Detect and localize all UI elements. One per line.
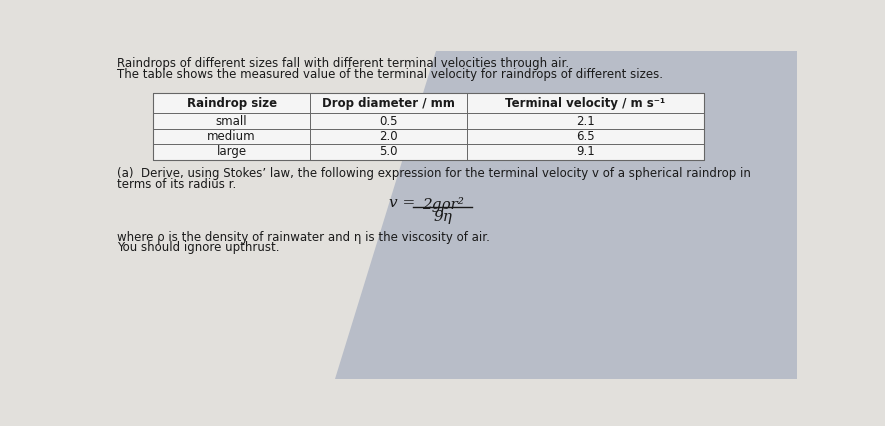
Text: 5.0: 5.0 [380, 146, 397, 158]
FancyBboxPatch shape [153, 93, 704, 160]
Text: You should ignore upthrust.: You should ignore upthrust. [117, 241, 280, 254]
Text: Raindrop size: Raindrop size [187, 97, 277, 110]
Text: v =: v = [389, 196, 415, 210]
Text: where ρ is the density of rainwater and η is the viscosity of air.: where ρ is the density of rainwater and … [117, 230, 489, 244]
Text: (a)  Derive, using Stokes’ law, the following expression for the terminal veloci: (a) Derive, using Stokes’ law, the follo… [117, 167, 750, 180]
Text: 2gρr²: 2gρr² [421, 197, 464, 212]
Text: 9η: 9η [433, 210, 452, 224]
Polygon shape [335, 51, 796, 379]
Text: medium: medium [207, 130, 256, 143]
Text: 9.1: 9.1 [576, 146, 595, 158]
Text: Terminal velocity / m s⁻¹: Terminal velocity / m s⁻¹ [505, 97, 666, 110]
Polygon shape [111, 51, 796, 379]
Text: small: small [216, 115, 248, 128]
Text: Raindrops of different sizes fall with different terminal velocities through air: Raindrops of different sizes fall with d… [117, 57, 569, 70]
Text: The table shows the measured value of the terminal velocity for raindrops of dif: The table shows the measured value of th… [117, 68, 663, 81]
Text: 6.5: 6.5 [576, 130, 595, 143]
Text: 2.1: 2.1 [576, 115, 595, 128]
Text: Drop diameter / mm: Drop diameter / mm [322, 97, 455, 110]
Text: 2.0: 2.0 [379, 130, 397, 143]
Text: terms of its radius r.: terms of its radius r. [117, 178, 236, 191]
Text: large: large [217, 146, 247, 158]
Text: 0.5: 0.5 [380, 115, 397, 128]
